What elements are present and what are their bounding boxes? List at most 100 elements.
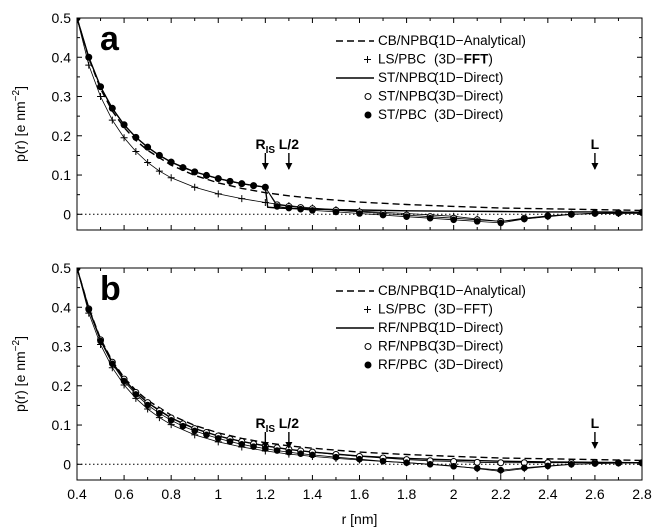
filled-circle-marker xyxy=(191,168,199,176)
filled-circle-marker xyxy=(309,451,316,459)
filled-circle-marker xyxy=(615,459,622,467)
filled-circle-marker xyxy=(591,460,599,467)
series-line xyxy=(77,18,642,213)
filled-circle-marker xyxy=(85,306,93,313)
legend-name: CB/NPBC xyxy=(378,33,438,48)
annotation-label: RIS xyxy=(256,136,276,156)
plus-marker xyxy=(261,199,269,207)
x-tick-label: 2.8 xyxy=(632,486,652,502)
plus-marker xyxy=(85,61,93,69)
filled-circle-marker xyxy=(132,391,140,398)
x-tick-label: 1.4 xyxy=(303,486,323,502)
annotation-arrow: L/2 xyxy=(279,136,299,170)
x-tick-label: 1.6 xyxy=(350,486,370,502)
filled-circle-marker xyxy=(426,460,434,468)
legend-name: ST/PBC xyxy=(378,107,427,122)
filled-circle-marker xyxy=(273,447,281,454)
arrow-head xyxy=(591,163,599,170)
series-line xyxy=(77,268,642,462)
legend-entry: RF/NPBC(1D−Direct) xyxy=(336,320,503,335)
panel-label: b xyxy=(100,270,121,308)
plus-marker xyxy=(155,167,163,175)
filled-circle-marker xyxy=(226,178,234,185)
series-connector xyxy=(77,18,642,222)
legend: CB/NPBC(1D−Analytical) LS/PBC (3D−FFT) ST/N… xyxy=(336,33,526,122)
y-tick-label: 0 xyxy=(63,456,71,472)
filled-circle-marker xyxy=(591,210,599,217)
y-tick-label: 0.5 xyxy=(52,10,72,26)
annotation-label: L/2 xyxy=(279,415,299,431)
legend-entry: ST/NPBC(1D−Direct) xyxy=(336,70,503,85)
plus-marker xyxy=(238,195,246,203)
plus-marker xyxy=(97,93,105,101)
series-line xyxy=(77,18,642,212)
filled-circle-marker xyxy=(285,448,293,456)
filled-circle-marker xyxy=(568,210,575,218)
x-tick-label: 2.6 xyxy=(585,486,605,502)
legend-plus-swatch xyxy=(364,56,371,63)
filled-circle-marker xyxy=(638,459,642,467)
y-tick-label: 0.3 xyxy=(52,339,72,355)
filled-circle-marker xyxy=(309,207,316,214)
filled-circle-marker xyxy=(250,182,257,189)
filled-circle-marker xyxy=(262,183,269,191)
annotation-label: L/2 xyxy=(279,136,299,152)
annotation-arrow: L/2 xyxy=(279,415,299,449)
legend-entry: CB/NPBC(1D−Analytical) xyxy=(336,283,526,298)
filled-circle-marker xyxy=(120,377,128,385)
open-circle-marker xyxy=(473,458,481,466)
filled-circle-marker xyxy=(77,268,81,272)
filled-circle-marker xyxy=(226,438,234,445)
legend-method: (3D−FFT) xyxy=(434,52,493,67)
legend-name: ST/NPBC xyxy=(378,89,437,104)
filled-circle-marker xyxy=(109,104,116,112)
y-tick-label: 0.4 xyxy=(52,299,72,315)
filled-circle-marker xyxy=(497,466,505,474)
filled-circle-marker xyxy=(167,158,175,166)
filled-circle-marker xyxy=(203,172,210,179)
plot-frame xyxy=(76,267,643,481)
filled-circle-marker xyxy=(615,209,622,217)
legend-name: RF/PBC xyxy=(378,357,428,372)
legend-method: (1D−Analytical) xyxy=(434,33,526,48)
series-connector xyxy=(77,18,642,224)
legend-method: (3D−Direct) xyxy=(434,107,503,122)
filled-circle-marker xyxy=(214,175,222,182)
plus-marker xyxy=(144,158,152,166)
annotation-label: RIS xyxy=(256,415,276,435)
filled-circle-marker xyxy=(473,464,481,472)
filled-circle-marker xyxy=(379,211,387,219)
filled-circle-marker xyxy=(238,440,246,448)
series-connector xyxy=(77,18,642,222)
arrow-head xyxy=(591,442,599,449)
annotation-arrow: RIS xyxy=(256,136,276,170)
legend-circle-swatch xyxy=(364,361,372,369)
filled-circle-marker xyxy=(544,462,552,470)
plus-marker xyxy=(108,116,116,124)
filled-circle-marker xyxy=(109,360,116,368)
filled-circle-marker xyxy=(403,213,410,220)
legend-entry: ST/NPBC(3D−Direct) xyxy=(364,89,503,104)
filled-circle-marker xyxy=(332,208,340,216)
filled-circle-marker xyxy=(568,460,575,468)
panel-label: a xyxy=(100,20,120,58)
legend-name: RF/NPBC xyxy=(378,339,438,354)
arrow-head xyxy=(285,163,293,170)
filled-circle-marker xyxy=(450,462,457,470)
arrow-head xyxy=(261,163,269,170)
y-tick-label: 0.4 xyxy=(52,49,72,65)
series-line xyxy=(77,268,642,464)
legend-entry: CB/NPBC(1D−Analytical) xyxy=(336,33,526,48)
filled-circle-marker xyxy=(144,143,151,151)
legend-method: (3D−Direct) xyxy=(434,357,503,372)
y-tick-label: 0.5 xyxy=(52,260,72,276)
filled-circle-marker xyxy=(97,337,104,345)
filled-circle-marker xyxy=(191,427,199,435)
filled-circle-marker xyxy=(179,164,187,171)
x-tick-label: 1.8 xyxy=(397,486,417,502)
filled-circle-marker xyxy=(238,180,246,187)
annotation-arrow: L xyxy=(591,136,600,170)
filled-circle-marker xyxy=(544,212,552,220)
filled-circle-marker xyxy=(156,152,163,159)
